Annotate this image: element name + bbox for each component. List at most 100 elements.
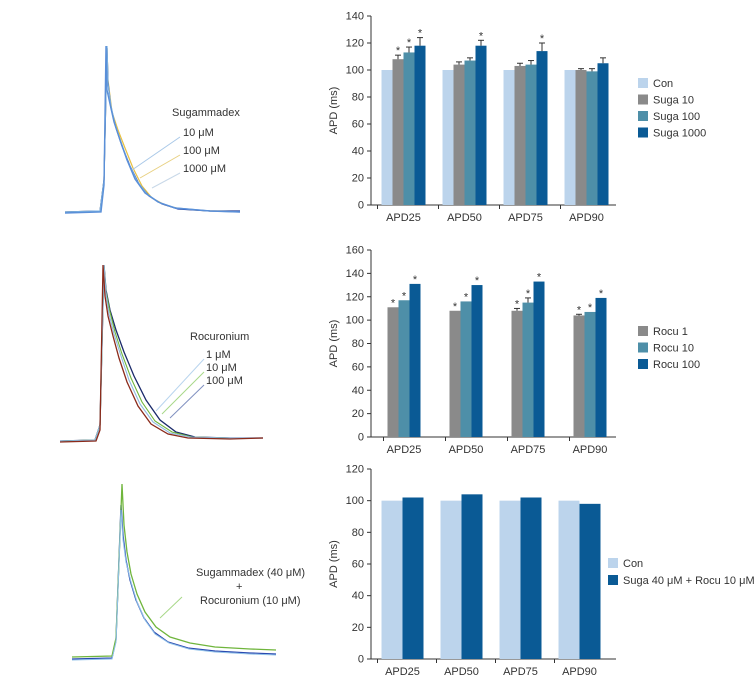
bar [533,281,545,437]
x-tick-label: APD90 [573,444,608,456]
legend-label: Con [653,78,673,90]
significance-marker: * [599,288,604,300]
bar [522,302,534,437]
significance-marker: * [391,297,396,309]
bar [449,310,461,437]
y-tick-label: 20 [352,173,364,185]
y-tick-label: 20 [352,408,364,420]
significance-marker: * [537,272,542,284]
bar [464,60,476,205]
y-tick-label: 80 [352,527,364,539]
x-tick-label: APD25 [386,212,421,224]
pointer-line [139,154,181,179]
x-tick-label: APD90 [562,666,597,678]
y-tick-label: 100 [346,65,364,77]
y-tick-label: 140 [346,268,364,280]
legend-swatch [638,78,648,88]
y-tick-label: 160 [346,245,364,257]
y-tick-label: 0 [358,432,364,444]
y-tick-label: 40 [352,590,364,602]
y-tick-label: 40 [352,385,364,397]
significance-marker: * [413,274,418,286]
bar [381,70,393,205]
pointer-line [151,172,181,189]
significance-marker: * [407,37,412,49]
bar [409,283,421,437]
significance-marker: * [515,298,520,310]
legend-swatch [638,127,648,138]
bar [586,71,598,205]
pointer-line [159,596,183,619]
bar [579,503,601,659]
bar [520,497,542,659]
trace-title: Rocuronium [190,331,249,343]
significance-marker: * [479,30,484,42]
y-tick-label: 40 [352,146,364,158]
legend-swatch [608,558,618,568]
trace-ap-control [59,264,264,443]
x-tick-label: APD75 [511,444,546,456]
significance-marker: * [402,290,407,302]
legend-label: Suga 10 [653,95,694,107]
legend-label: Suga 1000 [653,128,706,140]
legend-swatch [638,111,648,121]
bar [442,70,454,205]
trace-ap-10um [59,264,263,442]
y-tick-label: 0 [358,654,364,666]
trace-ap-control [71,504,277,660]
legend-swatch [638,94,648,105]
bar [564,70,576,205]
bar [584,311,596,437]
trace-conc-label: 10 μM [206,362,237,374]
significance-marker: * [577,304,582,316]
y-tick-label: 100 [346,495,364,507]
y-tick-label: 120 [346,291,364,303]
significance-marker: * [540,33,545,45]
y-tick-label: 120 [346,38,364,50]
x-tick-label: APD50 [447,212,482,224]
significance-marker: * [464,291,469,303]
pointer-line [161,371,205,415]
trace-conc-label: 10 μM [183,127,214,139]
bar [573,315,585,437]
trace-panel-rocuronium: Rocuronium 1 μM 10 μM 100 μM [59,264,264,443]
bar [414,45,426,206]
trace-conc-label: 1 μM [206,349,231,361]
trace-plus: + [236,581,242,593]
bar [499,500,521,659]
trace-ap-light [71,509,277,661]
bar [440,500,462,659]
bar [503,70,515,205]
bar [402,497,424,659]
trace-conc-label: 1000 μM [183,163,226,175]
pointer-line [169,384,205,419]
trace-title: Rocuronium (10 μM) [200,595,300,607]
bar [381,500,403,659]
trace-title: Sugammadex (40 μM) [196,567,305,579]
significance-marker: * [396,45,401,57]
pointer-line [131,136,181,171]
bar-chart-rocuronium: 0 20 40 60 80 100 120 140 160 APD (ms) APD25 * * * APD… [328,245,700,457]
y-tick-label: 100 [346,315,364,327]
y-tick-label: 140 [346,11,364,23]
y-tick-label: 60 [352,559,364,571]
trace-ap-100um [59,264,263,442]
legend-label: Rocu 1 [653,326,688,338]
bar [525,64,537,205]
bar-chart-combination: 0 20 40 60 80 100 120 APD (ms) APD25 APD50 APD75 AP… [328,464,755,679]
pointer-line [155,358,205,412]
y-axis-label: APD (ms) [328,87,340,135]
bar [536,51,548,205]
y-tick-label: 80 [352,338,364,350]
x-tick-label: APD25 [385,666,420,678]
bar [471,285,483,437]
bar [398,300,410,437]
bar [392,59,404,206]
bar [403,52,415,206]
y-tick-label: 60 [352,361,364,373]
significance-marker: * [526,288,531,300]
trace-panel-sugammadex: Sugammadex 10 μM 100 μM 1000 μM [64,45,240,214]
legend-label: Rocu 10 [653,343,694,355]
bar [558,500,580,659]
